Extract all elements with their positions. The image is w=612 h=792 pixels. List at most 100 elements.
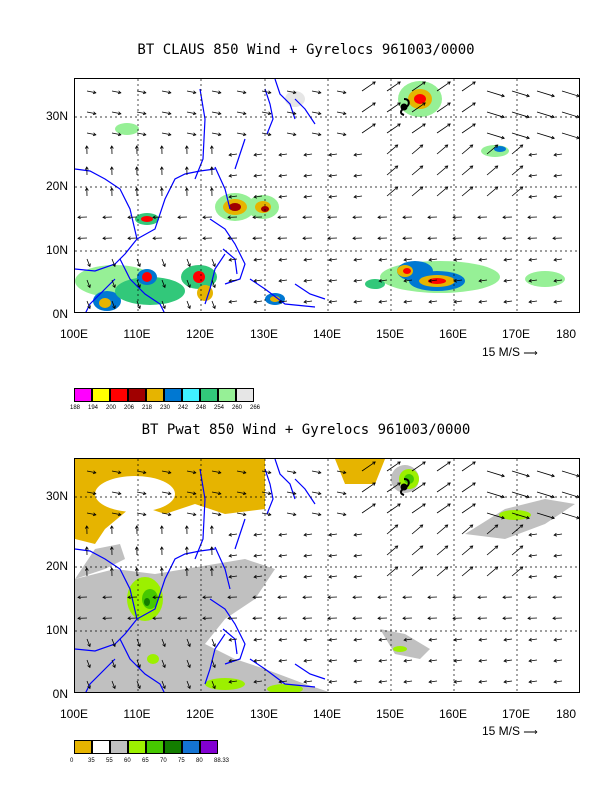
wind-arrow-head	[502, 616, 506, 621]
wind-arrow	[379, 258, 388, 261]
wind-arrow	[554, 279, 563, 282]
wind-arrow	[529, 575, 538, 578]
wind-arrow-head	[77, 595, 81, 600]
wind-arrow-head	[267, 491, 272, 496]
wind-arrow-head	[394, 545, 399, 549]
wind-arrow	[254, 258, 263, 261]
wind-arrow-head	[342, 470, 347, 475]
wind-arrow	[304, 554, 313, 557]
wind-arrow	[136, 300, 141, 309]
wind-arrow-head	[242, 132, 247, 137]
wind-arrow-head	[372, 482, 376, 486]
wind-arrow	[211, 300, 216, 309]
wind-arrow-head	[352, 616, 356, 621]
wind-arrow-head	[378, 299, 382, 304]
legend-swatch	[128, 740, 146, 754]
wind-vectors	[77, 81, 579, 310]
wind-arrow	[536, 491, 555, 498]
wind-arrow	[161, 512, 171, 516]
wind-arrow	[86, 300, 91, 309]
wind-arrow	[386, 102, 401, 113]
wind-arrow	[361, 461, 376, 472]
wind-arrow	[529, 195, 538, 198]
wind-arrow-head	[422, 81, 426, 85]
legend-label: 218	[142, 405, 153, 411]
wind-arrow-head	[469, 545, 474, 549]
wind-arrow	[236, 491, 246, 495]
wind-arrow-head	[576, 494, 579, 499]
wind-arrow-head	[328, 152, 332, 157]
wind-arrow	[554, 258, 563, 261]
wind-arrow-head	[292, 111, 297, 116]
wind-arrow-head	[162, 263, 166, 268]
wind-arrow-head	[527, 236, 531, 241]
wind-arrow-head	[92, 132, 97, 137]
wind-arrow-head	[167, 470, 172, 475]
wind-arrow-head	[253, 574, 257, 579]
wind-arrow	[336, 512, 346, 516]
wind-arrow-head	[142, 470, 147, 475]
wind-arrow-head	[372, 123, 376, 127]
wind-arrow	[436, 165, 448, 176]
wind-arrow	[211, 470, 221, 474]
wind-arrow	[161, 659, 166, 668]
wind-arrow-head	[453, 679, 457, 684]
wind-arrow	[411, 81, 426, 92]
wind-arrow	[379, 300, 388, 303]
wind-arrow-head	[112, 284, 116, 289]
wind-arrow-head	[502, 215, 506, 220]
wind-arrow-head	[209, 187, 214, 191]
wind-arrow	[354, 554, 363, 557]
wind-arrow	[329, 638, 338, 641]
wind-arrow-head	[428, 637, 432, 642]
wind-arrow	[336, 111, 346, 115]
wind-arrow	[511, 524, 523, 535]
wind-arrow-head	[378, 278, 382, 283]
wind-arrow	[454, 279, 463, 282]
wind-arrow-head	[528, 553, 532, 558]
wind-arrow	[404, 258, 413, 261]
wind-arrow-head	[552, 595, 556, 600]
wind-arrow	[229, 680, 238, 683]
wind-arrow-head	[327, 215, 331, 220]
wind-arrow-head	[242, 491, 247, 496]
wind-arrow-head	[552, 215, 556, 220]
wind-arrow	[386, 482, 401, 493]
wind-arrow	[211, 491, 221, 495]
wind-arrow-head	[228, 152, 232, 157]
legend-label: 35	[88, 758, 95, 764]
wind-arrow	[386, 566, 398, 577]
wind-arrow	[536, 90, 555, 97]
wind-arrow	[229, 195, 238, 198]
wind-arrow	[436, 503, 451, 514]
legend-label: 254	[214, 405, 225, 411]
legend-label: 260	[232, 405, 243, 411]
wind-arrow-head	[277, 616, 281, 621]
wind-arrow	[329, 174, 338, 177]
p1-lat-30n: 30N	[45, 109, 68, 123]
wind-arrow	[361, 81, 376, 92]
wind-arrow-head	[177, 236, 181, 241]
wind-arrow-head	[576, 135, 579, 140]
wind-arrow	[286, 491, 296, 495]
wind-arrow-head	[453, 658, 457, 663]
wind-arrow	[136, 132, 146, 136]
wind-arrow-head	[353, 278, 357, 283]
wind-arrow	[386, 123, 401, 134]
wind-arrow	[354, 195, 363, 198]
wind-arrow-head	[428, 658, 432, 663]
wind-arrow-head	[212, 643, 216, 648]
wind-arrow-head	[253, 299, 257, 304]
wind-arrow	[536, 111, 555, 118]
wind-arrow-head	[253, 532, 257, 537]
wind-arrow-head	[394, 144, 399, 148]
cloud-features	[75, 81, 565, 311]
wind-arrow-head	[342, 111, 347, 116]
wind-arrow-head	[184, 166, 189, 170]
wind-arrow-head	[352, 236, 356, 241]
wind-arrow-head	[109, 567, 114, 571]
wind-arrow-head	[302, 595, 306, 600]
wind-arrow-head	[227, 215, 231, 220]
wind-arrow-head	[134, 546, 139, 550]
wind-arrow-head	[192, 512, 197, 517]
